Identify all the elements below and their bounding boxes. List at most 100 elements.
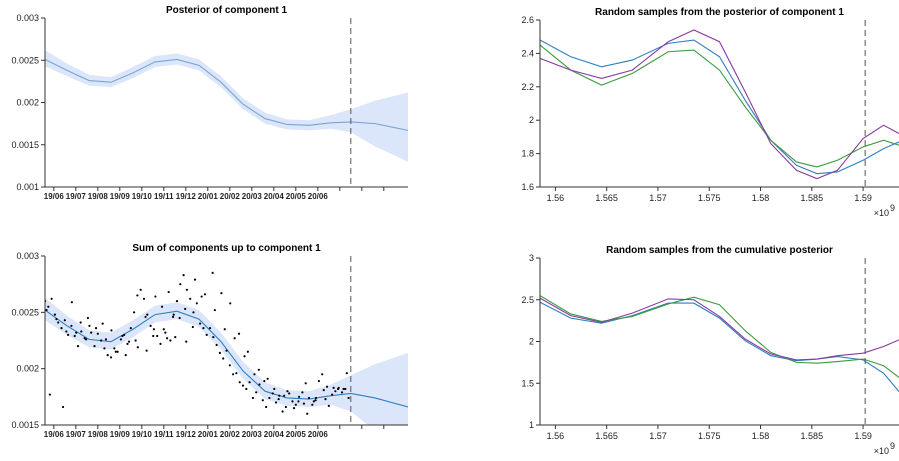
x-tick-label: 1.59 bbox=[854, 193, 872, 203]
observation-point bbox=[281, 410, 284, 413]
chart-title: Random samples from the cumulative poste… bbox=[606, 245, 833, 256]
x-tick-label: 1.585 bbox=[801, 193, 824, 203]
confidence-band bbox=[45, 297, 408, 425]
observation-point bbox=[156, 334, 159, 338]
y-tick-label: 0.002 bbox=[16, 98, 39, 108]
chart-title: Sum of components up to component 1 bbox=[132, 243, 321, 254]
x-tick-label: 19/09 bbox=[110, 192, 131, 201]
observation-point bbox=[79, 321, 82, 324]
observation-point bbox=[45, 308, 48, 312]
x-tick-label: 1.565 bbox=[595, 193, 618, 203]
observation-point bbox=[301, 391, 304, 394]
observation-point bbox=[134, 339, 137, 342]
x-tick-label: 1.56 bbox=[547, 431, 565, 441]
observation-point bbox=[110, 329, 113, 332]
observation-point bbox=[220, 292, 223, 295]
observation-point bbox=[144, 315, 147, 318]
posterior-mean-line bbox=[45, 58, 408, 131]
panel-random-samples-posterior: 1.6 1.8 2 2.2 2.4 2.6 1.56 1.565 1.57 1.575 1.58 1.… bbox=[521, 7, 899, 218]
observation-point bbox=[238, 381, 241, 384]
observation-point bbox=[193, 278, 197, 281]
observation-point bbox=[94, 327, 98, 330]
observation-point bbox=[297, 400, 300, 403]
observation-point bbox=[311, 403, 314, 406]
observation-point bbox=[159, 342, 162, 345]
observation-point bbox=[133, 311, 136, 314]
observation-point bbox=[145, 349, 148, 352]
y-tick-label: 2.6 bbox=[521, 15, 534, 25]
observation-point bbox=[53, 313, 57, 316]
observation-point bbox=[93, 345, 96, 348]
observation-point bbox=[223, 328, 226, 331]
x-exponent-power: 9 bbox=[890, 203, 895, 213]
observation-point bbox=[86, 316, 89, 320]
x-tick-label: 19/12 bbox=[176, 430, 197, 439]
observation-point bbox=[189, 297, 192, 300]
observation-point bbox=[195, 302, 198, 305]
y-tick-label: 0.0025 bbox=[11, 55, 39, 65]
plot-area bbox=[540, 29, 899, 180]
sample-line-1 bbox=[540, 301, 899, 392]
observation-point bbox=[245, 387, 248, 391]
observation-point bbox=[100, 339, 103, 342]
x-exponent-power: 9 bbox=[890, 441, 895, 451]
observation-point bbox=[212, 336, 215, 339]
x-tick-label: 20/06 bbox=[308, 430, 329, 439]
observation-point bbox=[55, 317, 58, 321]
observation-point bbox=[317, 379, 320, 383]
observation-point bbox=[298, 395, 301, 398]
y-tick-label: 2 bbox=[529, 337, 534, 347]
observation-point bbox=[312, 400, 315, 403]
observation-point bbox=[327, 404, 330, 407]
observation-point bbox=[175, 299, 179, 303]
x-tick-label: 19/06 bbox=[44, 430, 65, 439]
observation-point bbox=[265, 405, 268, 409]
observation-point bbox=[211, 271, 214, 274]
observation-point bbox=[191, 325, 194, 329]
observation-point bbox=[345, 372, 348, 375]
observation-point bbox=[288, 392, 291, 395]
observation-point bbox=[266, 377, 269, 380]
observation-point bbox=[347, 396, 350, 400]
y-tick-label: 2 bbox=[529, 115, 534, 125]
x-tick-label: 1.56 bbox=[547, 193, 565, 203]
observation-point bbox=[314, 399, 317, 402]
x-tick-label: 1.57 bbox=[649, 193, 667, 203]
sample-line-3 bbox=[540, 297, 899, 361]
x-tick-label: 1.58 bbox=[752, 193, 770, 203]
x-tick-label: 20/02 bbox=[220, 430, 241, 439]
observation-point bbox=[255, 391, 258, 394]
observation-point bbox=[271, 392, 274, 395]
observation-point bbox=[88, 324, 91, 327]
x-exponent-label: ×10 bbox=[874, 208, 889, 218]
observation-point bbox=[331, 393, 334, 396]
observation-point bbox=[203, 293, 207, 296]
observation-point bbox=[200, 295, 203, 298]
panel-random-samples-cumulative: 1 1.5 2 2.5 3 1.56 1.565 1.57 1.575 1.58 1.585 1.59… bbox=[521, 245, 899, 456]
observation-point bbox=[166, 337, 169, 340]
observation-point bbox=[124, 354, 127, 357]
observation-point bbox=[322, 388, 325, 392]
observation-point bbox=[101, 322, 104, 325]
observation-point bbox=[169, 339, 172, 342]
observation-point bbox=[106, 354, 109, 357]
x-tick-label: 19/09 bbox=[110, 430, 131, 439]
observation-point bbox=[185, 288, 188, 291]
x-tick-label: 20/05 bbox=[286, 192, 307, 201]
x-tick-label: 19/10 bbox=[132, 430, 153, 439]
observation-point bbox=[342, 387, 345, 391]
observation-point bbox=[192, 311, 195, 314]
x-tick-label: 1.58 bbox=[752, 431, 770, 441]
observation-point bbox=[121, 334, 124, 338]
observation-point bbox=[324, 397, 327, 401]
observation-point bbox=[291, 400, 294, 403]
y-tick-label: 1.6 bbox=[521, 182, 534, 192]
observation-point bbox=[340, 391, 344, 394]
observation-point bbox=[286, 390, 289, 393]
x-tick-label: 20/02 bbox=[220, 192, 241, 201]
observation-point bbox=[116, 350, 119, 353]
observation-point bbox=[233, 337, 236, 340]
x-tick-label: 19/11 bbox=[154, 430, 174, 439]
